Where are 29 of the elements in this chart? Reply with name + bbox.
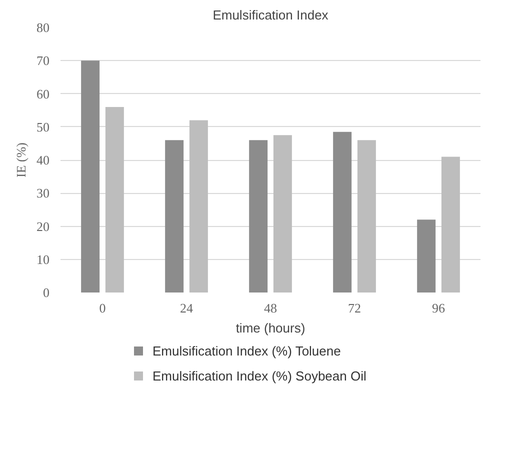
legend-label: Emulsification Index (%) Soybean Oil — [152, 368, 366, 384]
y-axis-title: IE (%) — [14, 142, 28, 178]
y-tick-label: 30 — [36, 186, 50, 201]
x-tick-label: 48 — [264, 300, 277, 316]
bar — [105, 107, 124, 292]
x-tick-label: 96 — [432, 300, 446, 316]
y-tick-label: 0 — [43, 285, 50, 300]
bar — [417, 220, 436, 292]
y-tick-label: 20 — [36, 218, 50, 234]
bar — [333, 132, 352, 292]
x-axis-title: time (hours) — [236, 320, 306, 336]
x-tick-label: 72 — [348, 300, 361, 316]
x-tick-label: 0 — [99, 300, 106, 316]
chart-title: Emulsification Index — [212, 8, 329, 22]
x-tick-label: 24 — [180, 300, 194, 316]
y-tick-label: 60 — [36, 86, 50, 102]
bar — [165, 140, 184, 292]
bar — [81, 60, 100, 292]
y-tick-label: 50 — [36, 119, 50, 134]
bar — [189, 120, 208, 292]
y-tick-label: 40 — [36, 152, 50, 168]
legend-label: Emulsification Index (%) Toluene — [152, 344, 341, 358]
y-tick-label: 80 — [36, 20, 50, 35]
bar — [441, 156, 460, 292]
bar — [249, 140, 268, 292]
bar — [357, 140, 376, 292]
y-tick-label: 10 — [36, 252, 50, 267]
bar — [273, 135, 292, 292]
y-tick-label: 70 — [36, 53, 50, 68]
